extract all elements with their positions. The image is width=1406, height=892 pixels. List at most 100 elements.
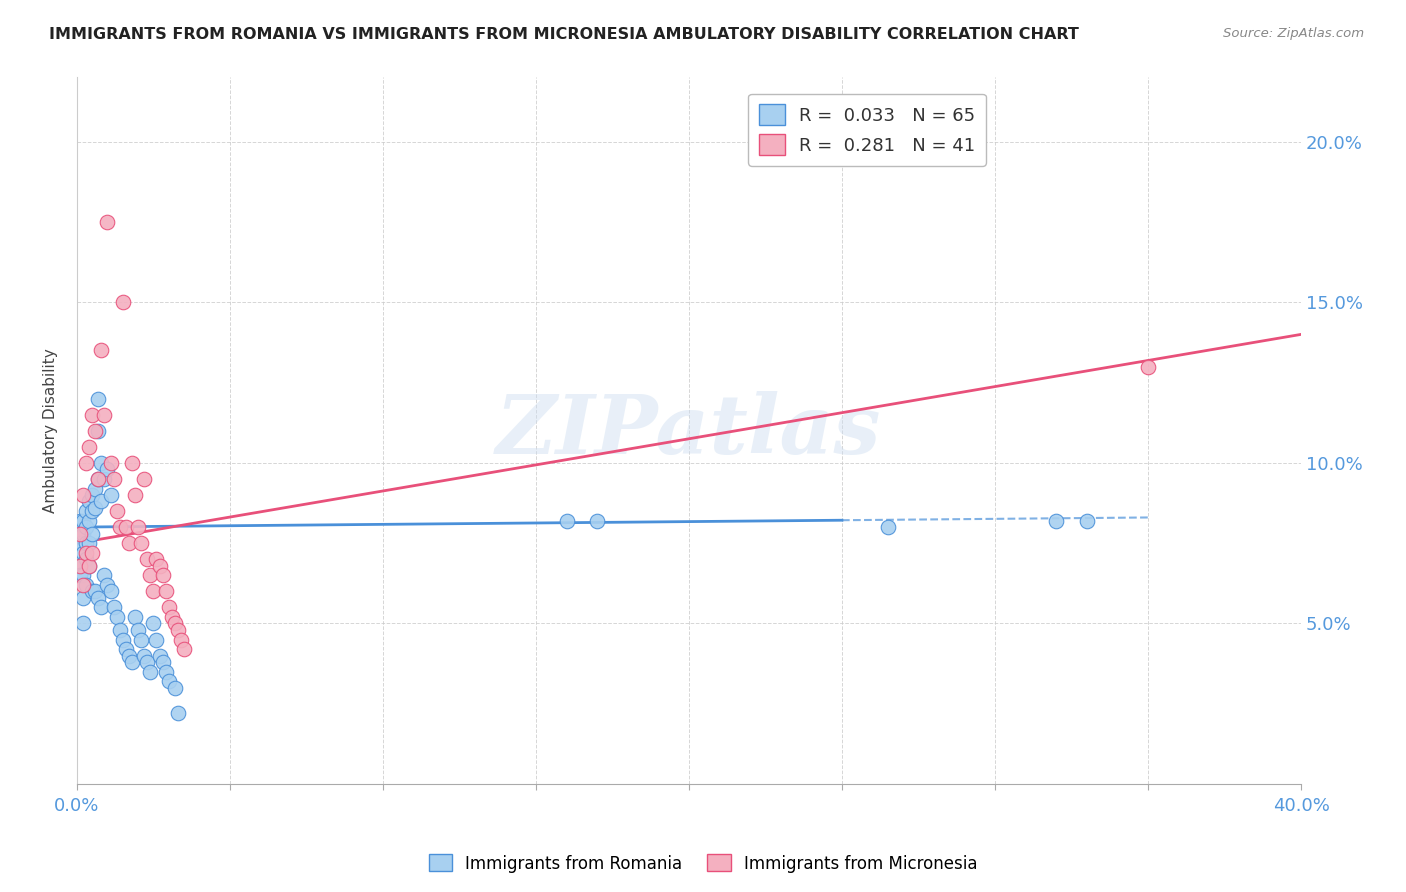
Legend: Immigrants from Romania, Immigrants from Micronesia: Immigrants from Romania, Immigrants from… (422, 847, 984, 880)
Point (96, 215, 118, 229)
Point (72, 568, 94, 582)
Point (157, 674, 180, 689)
Point (84, 584, 107, 599)
Point (1076, 514, 1098, 528)
Point (75, 504, 97, 518)
Point (124, 610, 146, 624)
Point (136, 655, 159, 669)
Point (84, 482, 107, 496)
Point (136, 552, 159, 566)
Point (148, 558, 170, 573)
Point (87, 392, 110, 406)
Point (121, 456, 143, 470)
Point (148, 648, 170, 663)
Point (173, 642, 195, 657)
Point (145, 552, 167, 566)
Point (69, 558, 91, 573)
Point (75, 456, 97, 470)
Point (155, 665, 177, 679)
Point (876, 520, 898, 534)
Point (90, 456, 112, 470)
Point (72, 578, 94, 592)
Point (100, 488, 122, 502)
Point (163, 681, 186, 695)
Point (87, 591, 110, 605)
Point (77, 558, 100, 573)
Point (69, 568, 91, 582)
Point (170, 632, 193, 647)
Point (72, 526, 94, 541)
Point (87, 424, 110, 438)
Point (145, 632, 167, 647)
Point (163, 616, 186, 631)
Point (114, 520, 136, 534)
Point (87, 472, 110, 486)
Point (139, 665, 162, 679)
Point (103, 600, 125, 615)
Point (84, 500, 107, 515)
Point (72, 616, 94, 631)
Point (152, 568, 174, 582)
Point (100, 584, 122, 599)
Point (124, 488, 146, 502)
Point (82, 546, 104, 560)
Point (105, 504, 128, 518)
Point (114, 642, 136, 657)
Point (118, 536, 141, 550)
Point (75, 520, 97, 534)
Point (134, 648, 156, 663)
Point (105, 610, 128, 624)
Point (134, 472, 156, 486)
Text: IMMIGRANTS FROM ROMANIA VS IMMIGRANTS FROM MICRONESIA AMBULATORY DISABILITY CORR: IMMIGRANTS FROM ROMANIA VS IMMIGRANTS FR… (49, 27, 1078, 42)
Point (77, 514, 100, 528)
Point (96, 462, 118, 476)
Point (555, 514, 578, 528)
Point (72, 546, 94, 560)
Point (69, 558, 91, 573)
Point (100, 456, 122, 470)
Point (111, 632, 134, 647)
Point (75, 552, 97, 566)
Point (142, 616, 165, 631)
Point (1137, 359, 1160, 374)
Point (82, 408, 104, 422)
Point (108, 623, 131, 637)
Point (77, 440, 100, 454)
Legend: R =  0.033   N = 65, R =  0.281   N = 41: R = 0.033 N = 65, R = 0.281 N = 41 (748, 94, 986, 166)
Point (82, 584, 104, 599)
Point (77, 494, 100, 508)
Point (127, 623, 149, 637)
Point (93, 568, 115, 582)
Point (167, 706, 190, 721)
Point (160, 610, 183, 624)
Point (90, 343, 112, 358)
Point (69, 536, 91, 550)
Point (127, 520, 149, 534)
Point (103, 472, 125, 486)
Point (84, 424, 107, 438)
Point (142, 584, 165, 599)
Point (90, 600, 112, 615)
Point (82, 504, 104, 518)
Point (586, 514, 609, 528)
Point (77, 558, 100, 573)
Point (82, 488, 104, 502)
Point (111, 295, 134, 310)
Point (167, 623, 190, 637)
Point (155, 584, 177, 599)
Point (87, 472, 110, 486)
Point (77, 536, 100, 550)
Point (69, 514, 91, 528)
Point (139, 568, 162, 582)
Point (93, 472, 115, 486)
Point (129, 632, 152, 647)
Text: ZIPatlas: ZIPatlas (496, 391, 882, 471)
Point (129, 536, 152, 550)
Point (75, 578, 97, 592)
Point (108, 520, 131, 534)
Point (1045, 514, 1067, 528)
Point (82, 526, 104, 541)
Point (93, 408, 115, 422)
Point (121, 655, 143, 669)
Point (152, 655, 174, 669)
